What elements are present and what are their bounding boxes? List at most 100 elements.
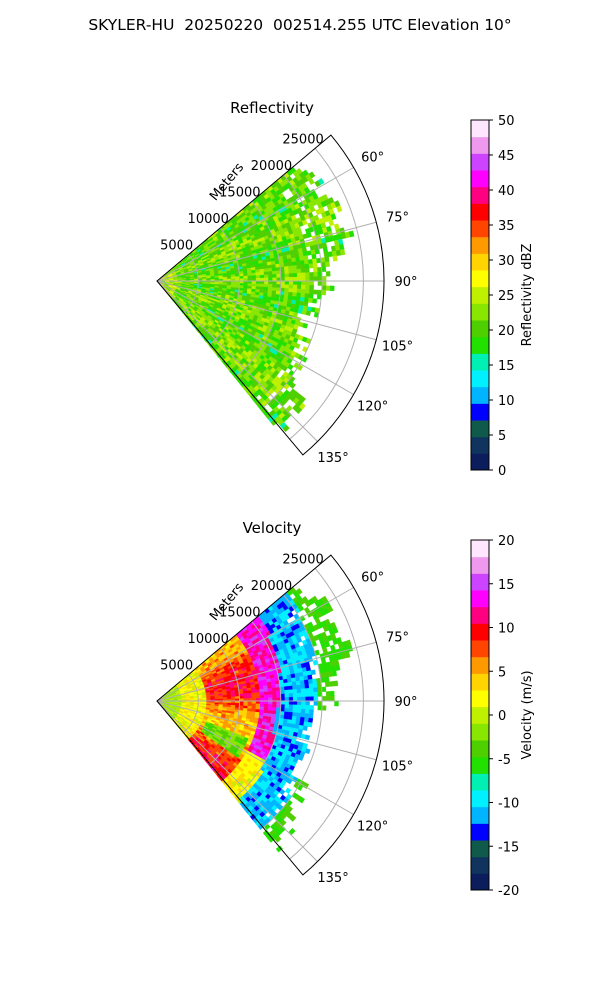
data-gate bbox=[300, 712, 306, 718]
data-gate bbox=[251, 275, 257, 279]
data-gate bbox=[301, 280, 306, 286]
data-gate bbox=[291, 677, 297, 683]
data-gate bbox=[308, 259, 314, 265]
data-gate bbox=[296, 692, 302, 698]
data-gate bbox=[243, 273, 248, 277]
data-gate bbox=[259, 268, 265, 273]
data-gate bbox=[308, 171, 316, 179]
data-gate bbox=[239, 283, 244, 286]
colorbar-swatch bbox=[471, 220, 489, 238]
data-gate bbox=[255, 695, 261, 699]
data-gate bbox=[326, 696, 331, 702]
data-gate bbox=[231, 696, 236, 700]
data-gate bbox=[263, 706, 269, 711]
panel-title: Reflectivity bbox=[230, 99, 314, 117]
data-gate bbox=[308, 679, 314, 685]
data-gate bbox=[309, 285, 314, 290]
data-gate bbox=[235, 283, 240, 286]
data-gate bbox=[206, 277, 211, 280]
data-gate bbox=[276, 284, 281, 289]
data-gate bbox=[288, 284, 294, 289]
data-gate bbox=[272, 694, 277, 698]
data-gate bbox=[251, 703, 257, 707]
data-gate bbox=[239, 703, 244, 706]
figure-title: SKYLER-HU 20250220 002514.255 UTC Elevat… bbox=[88, 16, 512, 34]
data-gate bbox=[295, 716, 301, 722]
colorbar-tick-label: 10 bbox=[498, 394, 515, 409]
radial-tick-label: 10000 bbox=[188, 212, 229, 227]
data-gate bbox=[288, 697, 294, 702]
data-gate bbox=[295, 680, 301, 686]
data-gate bbox=[226, 696, 232, 700]
data-gate bbox=[288, 265, 293, 271]
data-gate bbox=[309, 687, 314, 693]
data-gate bbox=[288, 711, 293, 717]
data-gate bbox=[218, 277, 224, 280]
data-gate bbox=[339, 249, 346, 256]
data-gate bbox=[243, 695, 248, 699]
data-gate bbox=[271, 710, 277, 715]
angle-tick-label: 135° bbox=[317, 451, 348, 466]
colorbar-swatch bbox=[471, 386, 489, 404]
colorbar-tick-label: 25 bbox=[498, 289, 515, 304]
data-gate bbox=[303, 675, 309, 681]
colorbar-swatch bbox=[471, 740, 489, 758]
data-gate bbox=[300, 688, 306, 694]
data-gate bbox=[299, 680, 305, 686]
data-gate bbox=[313, 276, 319, 282]
data-gate bbox=[288, 280, 294, 285]
angle-tick-label: 75° bbox=[386, 631, 409, 646]
data-gate bbox=[295, 296, 301, 302]
data-gate bbox=[263, 274, 269, 279]
colorbar-swatch bbox=[471, 120, 489, 138]
data-gate bbox=[299, 256, 305, 262]
data-gate bbox=[334, 700, 339, 707]
data-gate bbox=[284, 269, 290, 275]
data-gate bbox=[276, 280, 281, 285]
data-gate bbox=[255, 706, 261, 710]
data-gate bbox=[243, 703, 248, 707]
data-gate bbox=[288, 704, 294, 709]
data-gate bbox=[309, 705, 314, 710]
data-gate bbox=[305, 276, 310, 282]
data-gate bbox=[235, 696, 240, 699]
data-gate bbox=[263, 694, 269, 699]
colorbar-swatch bbox=[471, 153, 489, 171]
data-gate bbox=[284, 707, 290, 713]
data-gate bbox=[304, 713, 310, 719]
data-gate bbox=[283, 266, 289, 271]
data-gate bbox=[263, 685, 268, 690]
colorbar-swatch bbox=[471, 856, 489, 874]
data-gate bbox=[210, 697, 215, 700]
data-gate bbox=[313, 691, 319, 697]
data-gate bbox=[308, 293, 314, 299]
data-gate bbox=[276, 697, 281, 702]
data-gate bbox=[297, 700, 302, 706]
radial-tick-label: 10000 bbox=[188, 632, 229, 647]
data-gate bbox=[239, 693, 244, 697]
data-gate bbox=[308, 263, 314, 269]
data-gate bbox=[333, 659, 340, 666]
data-gate bbox=[291, 261, 297, 266]
data-gate bbox=[300, 264, 306, 270]
data-gate bbox=[304, 293, 310, 299]
data-gate bbox=[331, 670, 337, 677]
data-gate bbox=[296, 268, 302, 274]
data-gate bbox=[206, 697, 211, 700]
data-gate bbox=[243, 283, 248, 287]
data-gate bbox=[255, 689, 260, 693]
data-gate bbox=[329, 285, 335, 292]
data-gate bbox=[313, 267, 318, 273]
data-gate bbox=[247, 270, 252, 274]
data-gate bbox=[304, 709, 310, 714]
data-gate bbox=[325, 271, 331, 277]
data-gate bbox=[317, 177, 325, 186]
data-gate bbox=[288, 288, 294, 293]
data-gate bbox=[292, 265, 297, 270]
data-gate bbox=[267, 287, 273, 291]
data-gate bbox=[255, 269, 260, 273]
data-gate bbox=[226, 274, 232, 278]
data-gate bbox=[255, 692, 261, 696]
